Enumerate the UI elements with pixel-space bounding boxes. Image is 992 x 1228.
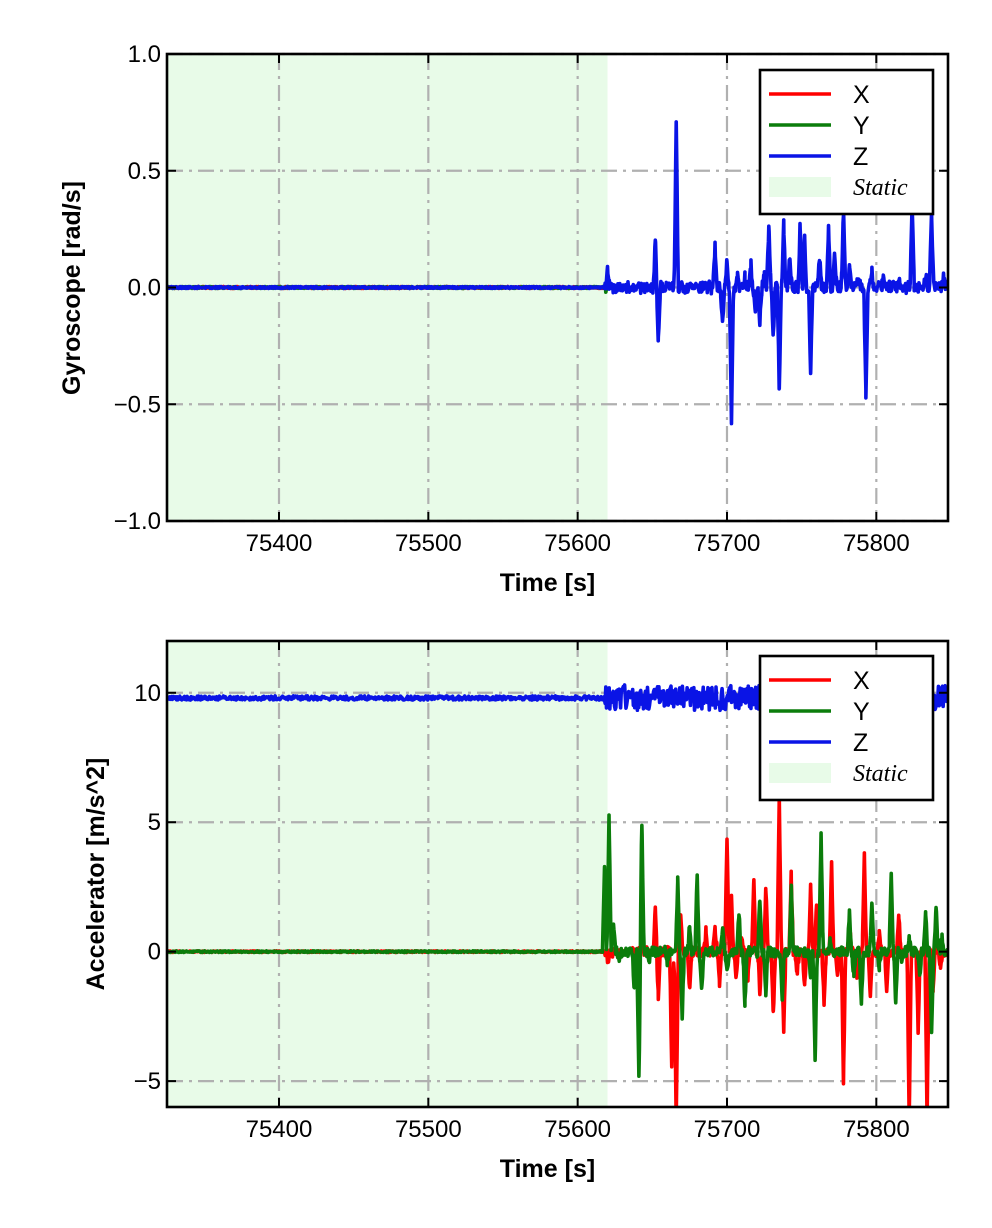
y-tick-label: 5 xyxy=(148,809,161,836)
x-tick-label: 75600 xyxy=(544,1116,611,1143)
y-tick-label: −5 xyxy=(134,1068,161,1095)
x-tick-label: 75500 xyxy=(395,530,462,557)
y-tick-label: 0.0 xyxy=(128,275,161,302)
y-axis-title: Accelerator [m/s^2] xyxy=(82,758,110,991)
legend-label-static: Static xyxy=(853,761,908,787)
chart-panel-accelerometer: 75400 75500 75600 75700 75800 −5 0 5 10 Time [s] A… xyxy=(82,639,950,1183)
x-tick-label: 75700 xyxy=(694,530,761,557)
y-tick-label: 1.0 xyxy=(128,41,161,68)
x-tick-label: 75700 xyxy=(694,1116,761,1143)
y-tick-label: 10 xyxy=(134,680,161,707)
x-axis-title: Time [s] xyxy=(500,1155,595,1183)
x-tick-label: 75600 xyxy=(544,530,611,557)
legend-label-y: Y xyxy=(853,112,870,140)
legend-label-z: Z xyxy=(853,143,868,171)
y-tick-label: −0.5 xyxy=(114,391,161,418)
y-tick-label: 0.5 xyxy=(128,158,161,185)
y-axis-title: Gyroscope [rad/s] xyxy=(58,181,86,395)
x-tick-label: 75500 xyxy=(395,1116,462,1143)
axes-frame xyxy=(165,639,950,1109)
x-tick-label: 75800 xyxy=(843,1116,910,1143)
legend: XYZ Static xyxy=(758,654,935,802)
x-axis-title: Time [s] xyxy=(500,569,595,597)
legend-swatch-static xyxy=(769,177,831,197)
legend: XYZ Static xyxy=(758,68,935,216)
y-tick-label: −1.0 xyxy=(114,508,161,535)
legend-label-z: Z xyxy=(853,729,868,757)
x-tick-label: 75400 xyxy=(246,1116,313,1143)
legend-label-x: X xyxy=(853,81,870,109)
x-tick-label: 75400 xyxy=(246,530,313,557)
series-line-z xyxy=(167,120,948,426)
legend-label-static: Static xyxy=(853,175,908,201)
x-tick-label: 75800 xyxy=(843,530,910,557)
legend-label-y: Y xyxy=(853,698,870,726)
legend-label-x: X xyxy=(853,667,870,695)
chart-panel-gyroscope: 75400 75500 75600 75700 75800 −1.0 −0.5 0.0 0.5 1… xyxy=(58,41,950,597)
legend-swatch-static xyxy=(769,763,831,783)
static-region xyxy=(167,641,608,1107)
series-line-y xyxy=(167,813,948,1078)
y-tick-label: 0 xyxy=(148,939,161,966)
